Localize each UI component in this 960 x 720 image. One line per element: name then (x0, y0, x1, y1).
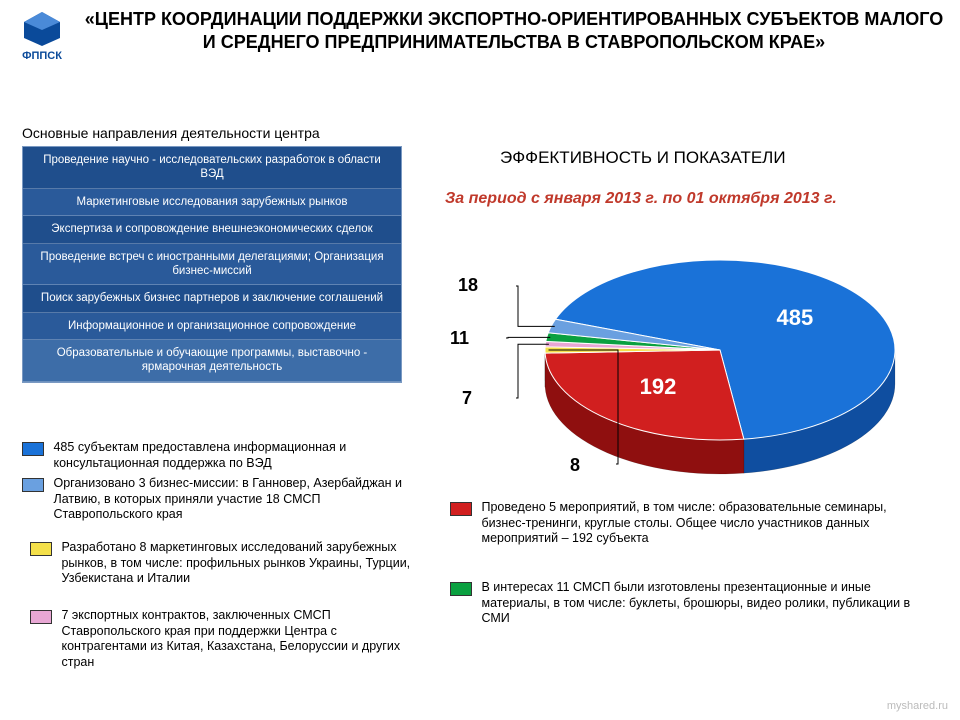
logo-icon (20, 10, 64, 48)
leader-line (516, 286, 555, 326)
logo: ФППСК (12, 10, 72, 62)
legend-text: 7 экспортных контрактов, заключенных СМС… (61, 608, 413, 671)
activity-row: Проведение научно - исследовательских ра… (23, 147, 401, 189)
legend-text: В интересах 11 СМСП были изготовлены пре… (481, 580, 911, 627)
activity-row: Экспертиза и сопровождение внешнеэкономи… (23, 216, 401, 243)
activity-row: Информационное и организационное сопрово… (23, 313, 401, 340)
legend-item: Проведено 5 мероприятий, в том числе: об… (450, 500, 920, 547)
legend-text: 485 субъектам предоставлена информационн… (53, 440, 413, 471)
legend-item: 7 экспортных контрактов, заключенных СМС… (30, 608, 422, 671)
watermark: myshared.ru (887, 700, 948, 712)
pie-chart: 485 192 18 11 7 8 (440, 220, 920, 500)
activity-row: Образовательные и обучающие программы, в… (23, 340, 401, 382)
legend-text: Проведено 5 мероприятий, в том числе: об… (481, 500, 911, 547)
legend-text: Организовано 3 бизнес-миссии: в Ганновер… (53, 476, 413, 523)
callout-8: 8 (570, 455, 580, 476)
legend-item: Организовано 3 бизнес-миссии: в Ганновер… (22, 476, 422, 523)
page-title: «ЦЕНТР КООРДИНАЦИИ ПОДДЕРЖКИ ЭКСПОРТНО-О… (80, 8, 948, 53)
period-label: За период с января 2013 г. по 01 октября… (445, 190, 837, 208)
legend-item: В интересах 11 СМСП были изготовлены пре… (450, 580, 920, 627)
legend-swatch (450, 502, 472, 516)
pie-slice-label: 485 (777, 305, 814, 330)
legend-text: Разработано 8 маркетинговых исследований… (61, 540, 413, 587)
activities-header: Основные направления деятельности центра (22, 125, 320, 141)
logo-text: ФППСК (12, 50, 72, 62)
legend-swatch (22, 478, 44, 492)
leader-line (516, 344, 549, 398)
legend-item: 485 субъектам предоставлена информационн… (22, 440, 422, 471)
leader-line (506, 337, 550, 338)
activity-row: Маркетинговые исследования зарубежных ры… (23, 189, 401, 216)
legend-swatch (450, 582, 472, 596)
legend-swatch (30, 542, 52, 556)
effectiveness-title: ЭФФЕКТИВНОСТЬ И ПОКАЗАТЕЛИ (500, 148, 786, 168)
callout-18: 18 (458, 275, 478, 296)
legend-swatch (22, 442, 44, 456)
legend-swatch (30, 610, 52, 624)
callout-7: 7 (462, 388, 472, 409)
pie-slice-label: 192 (640, 374, 677, 399)
activity-row: Поиск зарубежных бизнес партнеров и закл… (23, 285, 401, 312)
legend-item: Разработано 8 маркетинговых исследований… (30, 540, 422, 587)
activities-list: Проведение научно - исследовательских ра… (22, 146, 402, 383)
callout-11: 11 (450, 328, 469, 349)
activity-row: Проведение встреч с иностранными делегац… (23, 244, 401, 286)
